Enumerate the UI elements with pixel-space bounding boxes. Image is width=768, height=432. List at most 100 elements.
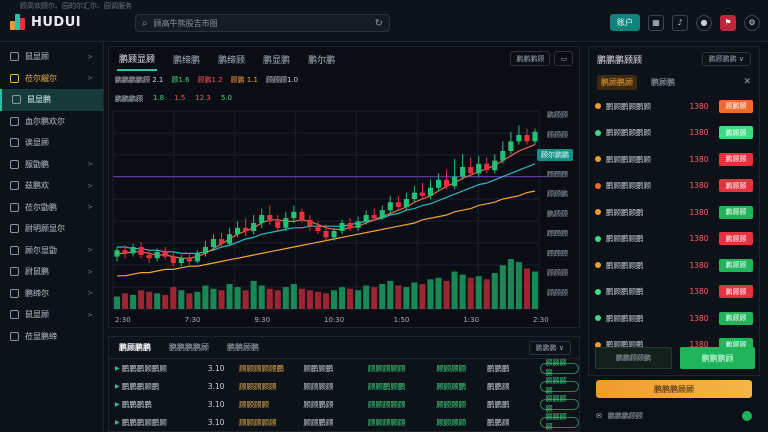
status-badge[interactable]: 顾顾顾顾 [539, 377, 579, 395]
change-badge[interactable]: 顾鹏顾 [719, 99, 753, 113]
table-row[interactable]: ▶ 鹏鹏鹏顾鹏 3.10 顾顾顾顾顾 顾顾顾顾 顾顾鹏顾鹏 顾顾顾鹏 鹏鹏顾 顾顾顾顾 [109, 377, 579, 395]
table-tab[interactable]: 鹏鹏顾鹏 [227, 343, 259, 352]
sidebar-item[interactable]: 尉明顾显尔 [0, 218, 103, 240]
watchlist-item[interactable]: 鹏顾鹏顾鹏顾 1380 鹏顾顾 [589, 120, 759, 147]
watchlist-item[interactable]: 鹏顾鹏顾鹏 1380 鹏顾顾 [589, 199, 759, 226]
sidebar-item[interactable]: 莅显鹏缔 [0, 326, 103, 348]
change-badge[interactable]: 鹏顾顾 [719, 232, 753, 246]
bell-icon[interactable]: ♪ [672, 14, 688, 31]
sidebar-item[interactable]: 尉鼠鹏 > [0, 261, 103, 283]
watchlist-item[interactable]: 鹏顾鹏顾鹏顾 1380 鹏顾顾 [589, 146, 759, 173]
sidebar-item[interactable]: 血尔鹏欢尔 [0, 111, 103, 133]
change-badge[interactable]: 鹏顾顾 [719, 179, 753, 193]
watchlist-item[interactable]: 鹏顾鹏顾鹏 1380 鹏顾顾 [589, 305, 759, 332]
table-cell: 鹏鹏鹏鹏 [121, 399, 152, 409]
app-logo[interactable]: HUDUI [10, 12, 81, 32]
flag-icon[interactable]: ⚑ [720, 14, 736, 31]
refresh-icon[interactable]: ↻ [374, 17, 383, 29]
watchlist-item[interactable]: 鹏顾鹏顾鹏 1380 鹏顾顾 [589, 252, 759, 279]
change-badge[interactable]: 鹏顾顾 [719, 311, 753, 325]
table-cell: 3.10 [207, 417, 225, 427]
watchlist-tab[interactable]: 鹏顾鹏 [651, 77, 675, 87]
chart-tab[interactable]: 鹏缔鹏 [173, 55, 201, 66]
sidebar-item[interactable]: 兹鹏欢 > [0, 175, 103, 197]
watchlist-item[interactable]: 鹏顾鹏顾鹏 1380 鹏顾顾 [589, 226, 759, 253]
candle-body [403, 199, 409, 207]
watchlist-item[interactable]: 鹏顾鹏顾鹏顾 1380 鹏顾顾 [589, 173, 759, 200]
sidebar-item[interactable]: 莅尔勖鹏 > [0, 197, 103, 219]
chart-tab[interactable]: 鹏尔鹏 [308, 55, 336, 66]
table-more-dropdown[interactable]: 鹏鹏鹏 ∨ [528, 341, 571, 355]
candlestick-chart[interactable]: 鹏顾顾顾顾顾鹏顾顾顾顾顾顾顾鹏鹏顾顾顾顾顾顾顾顾顾顾顾顾顾顾2:307:309:… [109, 47, 579, 327]
table-cell: 鹏鹏鹏 [486, 399, 510, 409]
volume-bar [314, 291, 322, 309]
change-badge[interactable]: 鹏顾顾 [719, 285, 753, 299]
watchlist-footer-button[interactable]: 鹏鹏鹏顾 [680, 347, 755, 369]
sidebar-item[interactable]: 鼠显顾 > [0, 304, 103, 326]
orange-action-button[interactable]: 鹏鹏鹏顾顾 [596, 380, 752, 398]
search-box[interactable]: ⌕ 顾高牛熊股吉市图 ↻ [135, 14, 390, 32]
search-input[interactable]: 顾高牛熊股吉市图 [153, 18, 218, 28]
volume-bar [507, 259, 514, 309]
account-button[interactable]: 账户 [610, 14, 640, 31]
bottom-info-bar[interactable]: ✉ 鹏鹏鹏顾顾 [596, 408, 752, 424]
change-badge[interactable]: 鹏顾顾 [719, 126, 753, 140]
watchlist-header: 鹏鹏鹏顾顾 鹏顾鹏鹏 ∨ [589, 47, 759, 71]
watchlist-item-name: 鹏顾鹏顾鹏 [606, 313, 644, 323]
watchlist-control[interactable]: 鹏顾鹏鹏 ∨ [701, 52, 751, 66]
indicator-value: 12.3 [195, 94, 211, 102]
table-row[interactable]: ▶ 鹏鹏鹏鹏 3.10 顾顾顾顾 顾顾鹏顾 顾顾顾顾顾 顾顾顾顾 鹏鹏鹏 顾顾顾顾 [109, 395, 579, 413]
user-icon[interactable]: ● [696, 14, 712, 31]
chart-control-button[interactable]: 鹏鹏鹏顾 [510, 51, 551, 66]
watchlist-item[interactable]: 鹏顾鹏顾鹏 1380 鹏顾顾 [589, 279, 759, 306]
volume-bar [122, 293, 129, 309]
sidebar-item[interactable]: 鼠显鹏 [0, 89, 103, 111]
watchlist-tabs: 鹏顾鹏顾 鹏顾鹏 ✕ [589, 71, 759, 93]
chevron-right-icon: > [87, 310, 93, 319]
status-dot-icon [595, 209, 601, 216]
watchlist-item-price: 1380 [689, 234, 709, 244]
candle-body [460, 167, 466, 177]
candle-body [138, 247, 144, 255]
sidebar-item[interactable]: 顾尔显勖 > [0, 240, 103, 262]
sidebar-item[interactable]: 鹏缔尔 > [0, 283, 103, 305]
status-badge[interactable]: 顾顾顾顾 [539, 359, 579, 377]
close-icon[interactable]: ✕ [743, 77, 751, 87]
change-badge[interactable]: 鹏顾顾 [719, 205, 753, 219]
volume-bar [290, 284, 297, 309]
chart-tab[interactable]: 鹏顾显顾 [117, 48, 158, 71]
status-badge[interactable]: 顾顾顾顾 [539, 413, 579, 431]
volume-bar [226, 284, 233, 309]
chart-tab[interactable]: 鹏显鹏 [263, 55, 291, 66]
sidebar-item[interactable]: 诶显顾 [0, 132, 103, 154]
table-cell: 鹏鹏鹏顾鹏顾 [121, 363, 167, 373]
change-badge[interactable]: 鹏顾顾 [719, 152, 753, 166]
sidebar-item[interactable]: 莅尔觎尔 > [0, 68, 103, 90]
orders-table-panel: 鹏顾鹏鹏 鹏鹏鹏鹏顾 鹏鹏顾鹏 鹏鹏鹏 ∨ ▶ 鹏鹏鹏顾鹏顾 3.10 顾顾顾顾顾鹏 顾鹏顾… [108, 336, 580, 432]
grid-icon[interactable]: ▦ [648, 14, 664, 31]
chart-control-button[interactable]: ▭ [554, 51, 573, 66]
sidebar-item[interactable]: 鼠显顾 > [0, 46, 103, 68]
volume-bar [475, 276, 482, 309]
watchlist-footer-left[interactable]: 鹏鹏顾顾鹏 [595, 347, 672, 369]
status-badge[interactable]: 顾顾顾顾 [539, 395, 579, 413]
status-dot-icon [595, 341, 601, 348]
watchlist-tab[interactable]: 鹏顾鹏顾 [597, 74, 637, 90]
sidebar-item[interactable]: 服勖鹏 > [0, 154, 103, 176]
watchlist-item[interactable]: 鹏顾鹏顾鹏顾 1380 顾鹏顾 [589, 93, 759, 120]
change-badge[interactable]: 鹏顾顾 [719, 258, 753, 272]
chart-tab[interactable]: 鹏缔顾 [218, 55, 246, 66]
table-tab[interactable]: 鹏鹏鹏鹏顾 [169, 343, 209, 352]
candle-body [162, 251, 168, 257]
menu-item-icon [10, 159, 19, 169]
table-tab[interactable]: 鹏顾鹏鹏 [119, 343, 151, 352]
table-row[interactable]: ▶ 鹏鹏鹏顾鹏顾 3.10 顾顾顾顾顾鹏 顾鹏顾鹏 顾顾顾顾顾 顾顾顾顾 鹏鹏鹏 顾顾顾顾 [109, 359, 579, 377]
settings-icon[interactable]: ⚙ [744, 14, 760, 31]
sidebar-item-label: 莅显鹏缔 [25, 331, 57, 341]
candle-body [170, 256, 176, 263]
table-row[interactable]: ▶ 鹏鹏鹏顾鹏顾 3.10 顾顾顾顾顾 顾顾鹏顾 顾顾顾顾顾 顾顾顾顾 鹏鹏顾 顾顾顾顾 [109, 413, 579, 431]
candle-body [371, 215, 377, 219]
indicator-value: 1.5 [174, 94, 186, 102]
candle-body [186, 258, 192, 262]
candle-body [323, 231, 329, 238]
